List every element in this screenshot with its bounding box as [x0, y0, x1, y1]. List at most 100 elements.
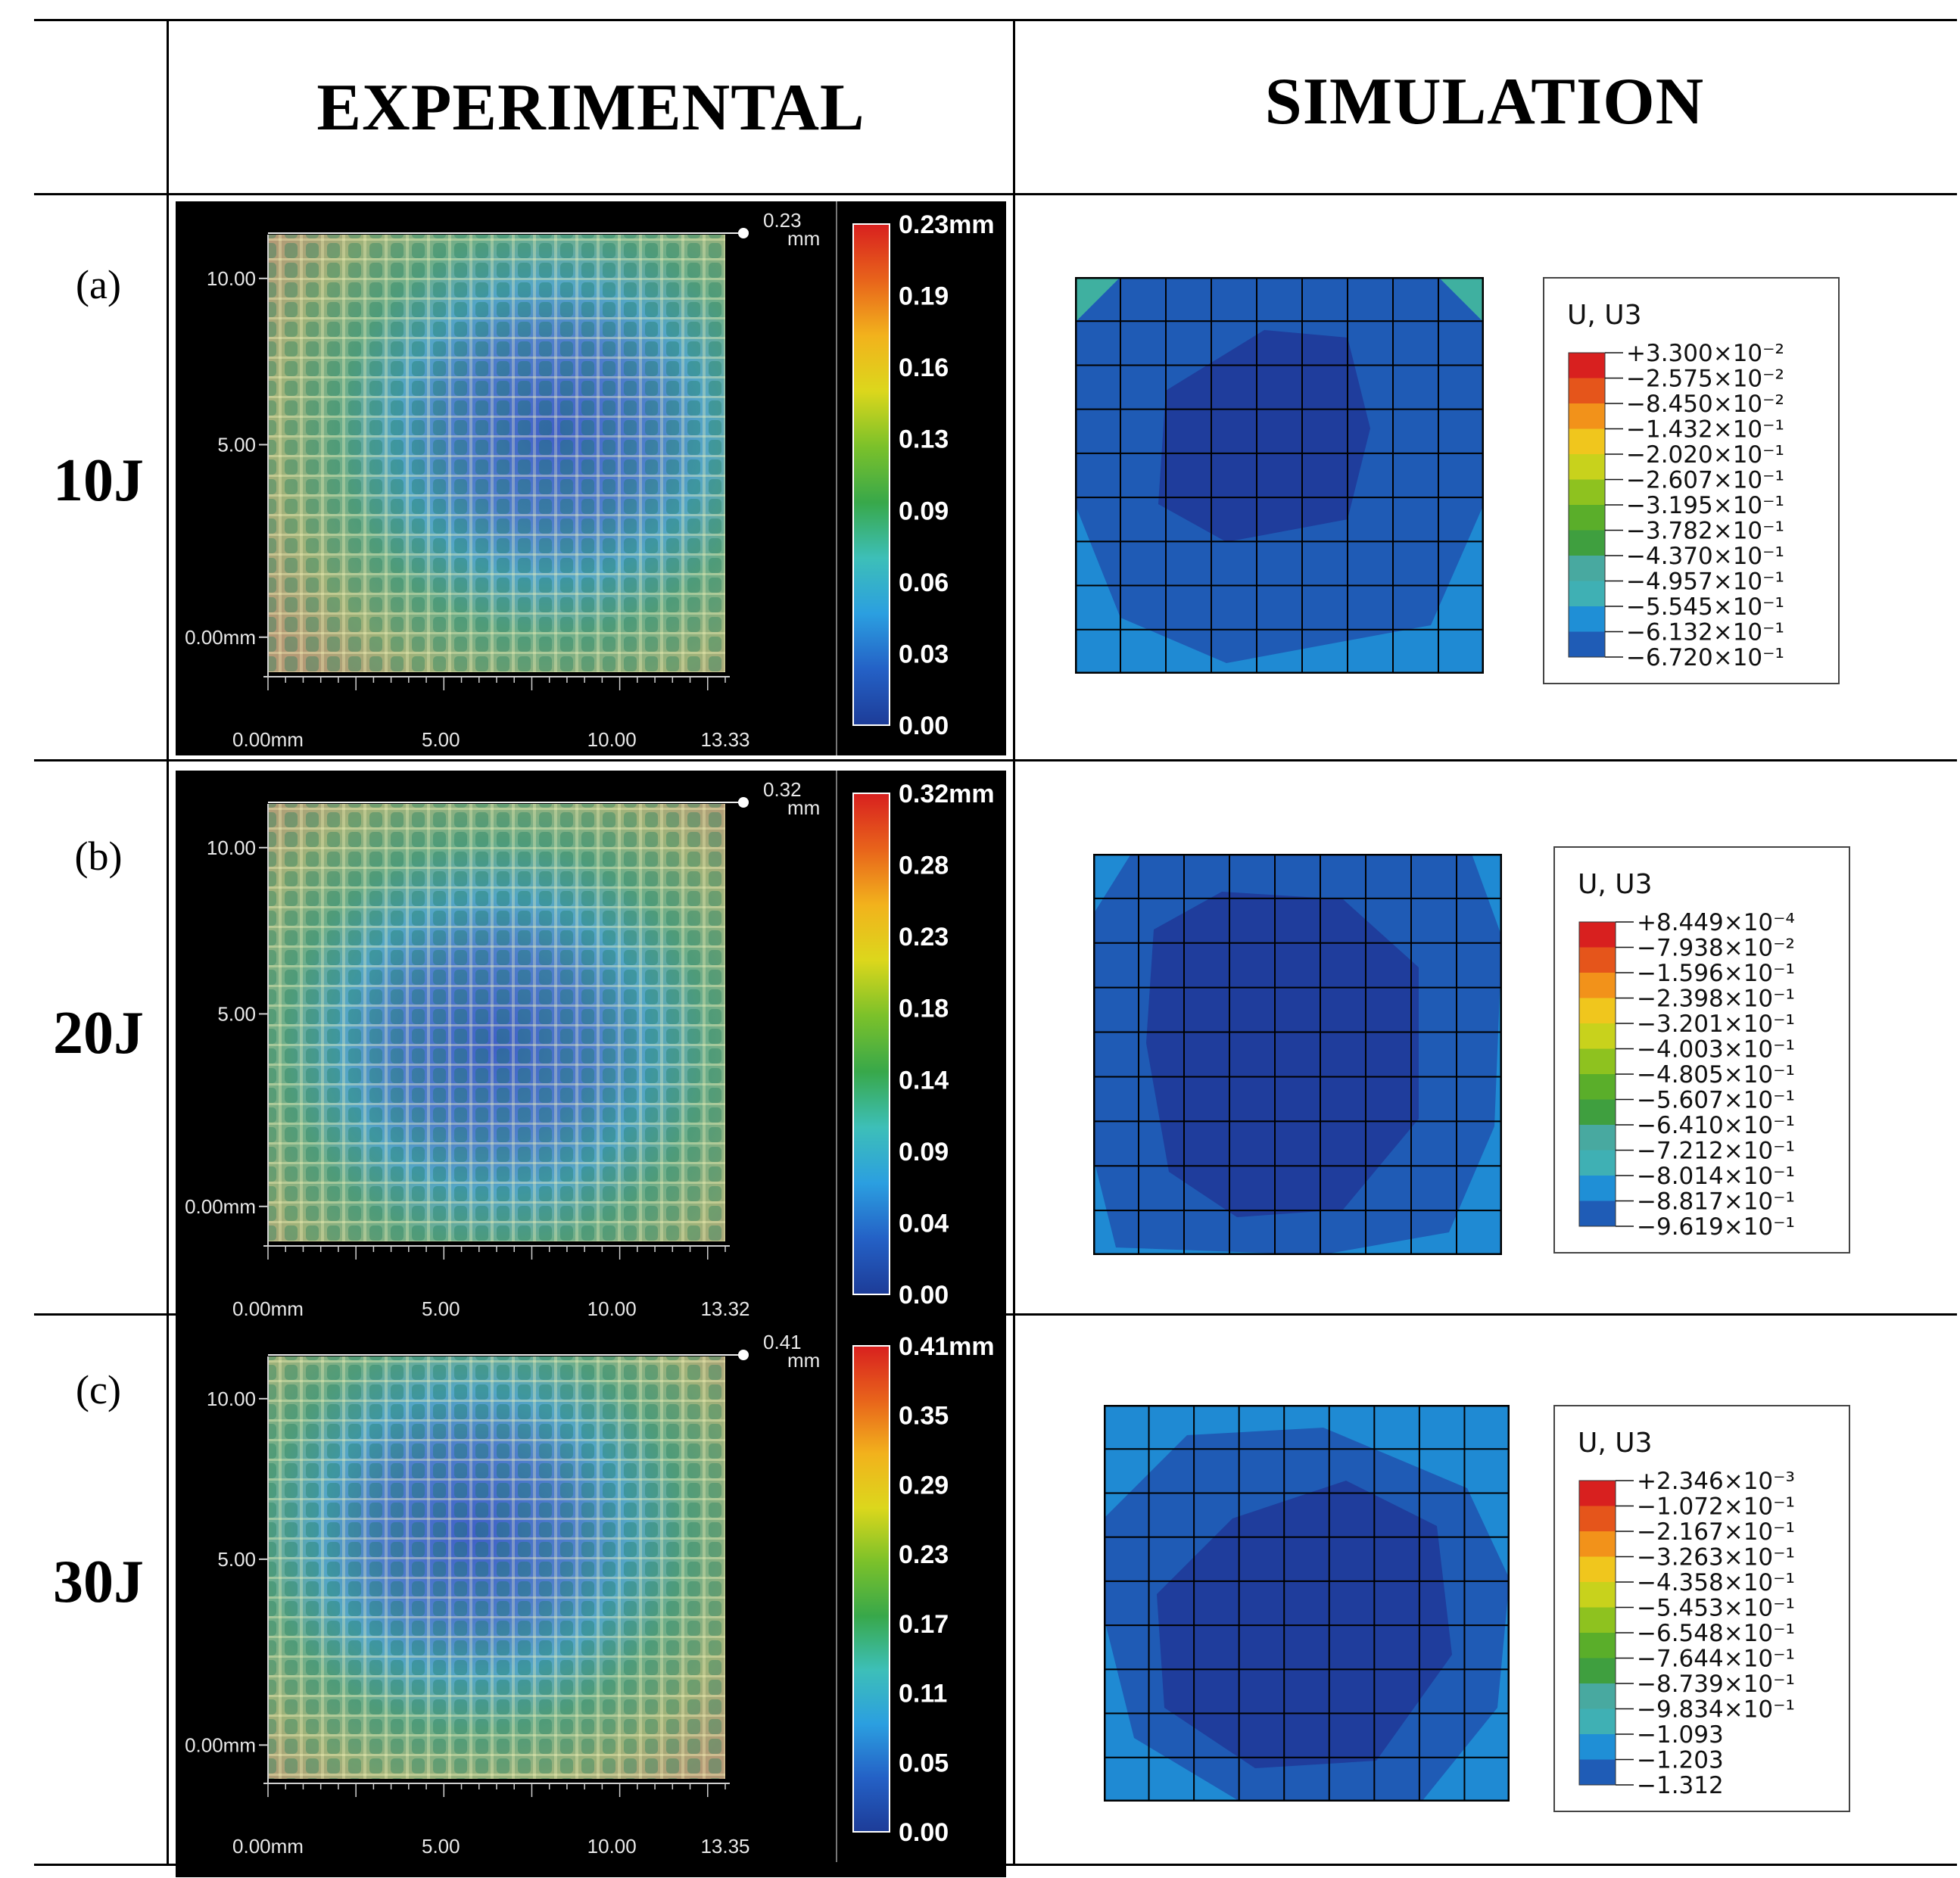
legend-value: −7.644×10⁻¹	[1637, 1646, 1795, 1673]
colorbar-label: 0.29	[899, 1471, 949, 1500]
row-b-energy-label: 20J	[53, 1000, 144, 1067]
colorbar-label: 0.19	[899, 282, 949, 311]
colorbar-label: 0.17	[899, 1610, 949, 1639]
legend-swatch	[1579, 922, 1616, 948]
y-tick-label: 10.00	[207, 267, 256, 290]
legend-value: −4.805×10⁻¹	[1637, 1061, 1795, 1088]
mesh-border	[1103, 1404, 1510, 1802]
y-tick-label: 0.00mm	[185, 626, 256, 649]
colorbar-label: 0.35	[899, 1402, 949, 1431]
legend-swatch	[1579, 1658, 1616, 1683]
legend-value: −1.072×10⁻¹	[1637, 1493, 1795, 1521]
colorbar-label: 0.09	[899, 1138, 949, 1166]
legend-value: +3.300×10⁻²	[1626, 340, 1784, 367]
legend-value: −1.093	[1637, 1721, 1724, 1749]
legend-value: −3.201×10⁻¹	[1637, 1011, 1795, 1038]
legend-swatch	[1579, 1048, 1616, 1074]
colorbar-label: 0.00	[899, 712, 949, 740]
weave-texture	[268, 235, 725, 672]
legend-a-svg: U, U3 +3.300×10⁻²−2.575×10⁻²−8.450×10⁻²−1…	[1567, 300, 1784, 671]
legend-value: −3.195×10⁻¹	[1626, 492, 1784, 519]
row-c-tag: (c)	[76, 1367, 121, 1412]
x-tick-label: 0.00mm	[232, 728, 304, 751]
legend-swatch	[1579, 1582, 1616, 1608]
legend-value: −8.014×10⁻¹	[1637, 1163, 1795, 1190]
legend-title: U, U3	[1567, 300, 1642, 331]
colorbar-label: 0.11	[899, 1680, 947, 1708]
experimental-panel-b: 10.00 5.00 0.00mm 0.00mm 5.00 10.00 13.32 0.32 m…	[176, 771, 1006, 1325]
legend-swatch	[1579, 1074, 1616, 1100]
legend-swatch	[1579, 1607, 1616, 1633]
x-tick-label: 5.00	[422, 1297, 460, 1320]
legend-value: −4.358×10⁻¹	[1637, 1569, 1795, 1596]
legend-swatch	[1579, 998, 1616, 1023]
legend-swatch	[1579, 1150, 1616, 1176]
colorbar-label: 0.03	[899, 640, 949, 668]
colorbar-label: 0.23	[899, 1540, 949, 1569]
max-value-label: 0.41	[763, 1331, 802, 1353]
colorbar	[852, 1345, 890, 1833]
row-b-tag: (b)	[74, 833, 123, 879]
legend-swatch	[1569, 505, 1605, 531]
legend-swatch	[1569, 378, 1605, 403]
legend-value: −4.370×10⁻¹	[1626, 543, 1784, 570]
legend-value: −8.450×10⁻²	[1626, 391, 1784, 418]
legend-c-svg: U, U3 +2.346×10⁻³−1.072×10⁻¹−2.167×10⁻¹−3…	[1578, 1428, 1795, 1799]
legend-swatch	[1569, 530, 1605, 556]
legend-value: −2.607×10⁻¹	[1626, 467, 1784, 494]
legend-swatch	[1569, 581, 1605, 606]
legend-swatch	[1579, 1759, 1616, 1785]
max-value-label: 0.32	[763, 778, 802, 801]
colorbar-label: 0.32mm	[899, 780, 995, 808]
contour-core	[1157, 1481, 1452, 1768]
x-tick-label: 13.33	[700, 728, 749, 751]
legend-value: −5.453×10⁻¹	[1637, 1595, 1795, 1622]
experimental-header: EXPERIMENTAL	[316, 71, 865, 145]
legend-swatch	[1579, 1556, 1616, 1582]
legend-swatch	[1569, 353, 1605, 378]
colorbar-label: 0.14	[899, 1066, 949, 1095]
legend-swatch	[1569, 606, 1605, 632]
simulation-mesh-a	[1074, 276, 1485, 677]
weave-texture	[268, 804, 725, 1241]
row-a-energy-label: 10J	[53, 447, 144, 514]
axis-end-marker	[738, 797, 749, 808]
column-divider-1	[167, 19, 169, 1866]
legend-title: U, U3	[1578, 1428, 1653, 1459]
colorbar-label: 0.23	[899, 923, 949, 951]
y-tick-label: 5.00	[217, 433, 256, 456]
colorbar-label: 0.28	[899, 852, 949, 880]
max-value-label: 0.23	[763, 209, 802, 232]
legend-b-svg: U, U3 +8.449×10⁻⁴−7.938×10⁻²−1.596×10⁻¹−2…	[1578, 869, 1795, 1241]
legend-swatch	[1579, 1633, 1616, 1658]
colorbar-label: 0.13	[899, 425, 949, 454]
colorbar-label: 0.00	[899, 1818, 949, 1847]
legend-swatch	[1569, 403, 1605, 429]
colorbar-label: 0.23mm	[899, 210, 995, 239]
legend-swatch	[1579, 947, 1616, 973]
legend-swatch	[1579, 1506, 1616, 1531]
simulation-mesh-b	[1092, 853, 1503, 1259]
legend-swatch	[1579, 1683, 1616, 1709]
x-tick-label: 5.00	[422, 728, 460, 751]
x-tick-label: 10.00	[587, 1297, 637, 1320]
legend-value: −5.545×10⁻¹	[1626, 593, 1784, 621]
legend-swatch	[1579, 1531, 1616, 1557]
legend-value: −8.739×10⁻¹	[1637, 1671, 1795, 1698]
x-tick-label: 10.00	[587, 1835, 637, 1858]
x-tick-label: 0.00mm	[232, 1297, 304, 1320]
legend-value: +8.449×10⁻⁴	[1637, 909, 1795, 936]
row-a-rule	[34, 759, 1957, 761]
legend-value: −2.398×10⁻¹	[1637, 986, 1795, 1013]
colorbar-label: 0.41mm	[899, 1332, 995, 1361]
simulation-legend-a: U, U3 +3.300×10⁻² −2.575×10⁻² −8.450×10⁻² −1…	[1543, 277, 1840, 684]
legend-value: −7.938×10⁻²	[1637, 935, 1795, 962]
max-unit-label: mm	[787, 796, 820, 819]
legend-value: −3.263×10⁻¹	[1637, 1544, 1795, 1571]
legend-swatch	[1579, 1176, 1616, 1201]
simulation-header: SIMULATION	[1264, 65, 1705, 139]
legend-value: −7.212×10⁻¹	[1637, 1138, 1795, 1165]
